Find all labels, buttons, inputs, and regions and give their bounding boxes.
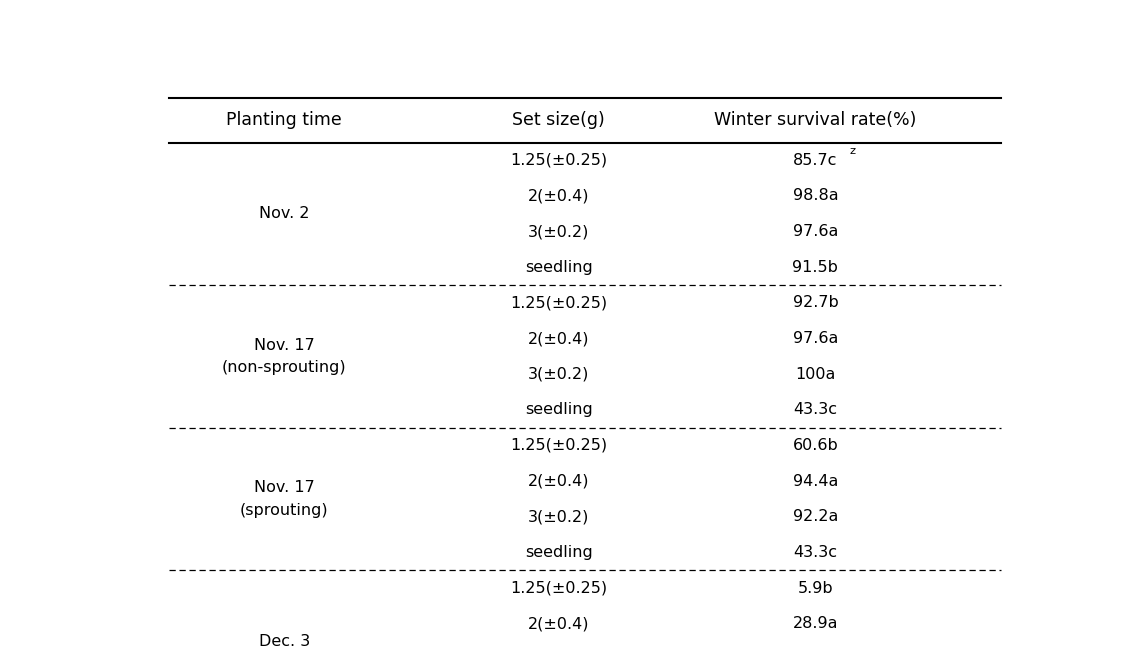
Text: 5.9b: 5.9b <box>797 580 834 595</box>
Text: 3(±0.2): 3(±0.2) <box>528 366 589 381</box>
Text: 92.7b: 92.7b <box>793 295 838 310</box>
Text: 2(±0.4): 2(±0.4) <box>528 188 589 203</box>
Text: 98.8a: 98.8a <box>793 188 838 203</box>
Text: seedling: seedling <box>525 545 593 560</box>
Text: 3(±0.2): 3(±0.2) <box>528 224 589 239</box>
Text: 2(±0.4): 2(±0.4) <box>528 473 589 488</box>
Text: Nov. 17
(sprouting): Nov. 17 (sprouting) <box>240 481 329 518</box>
Text: Nov. 2: Nov. 2 <box>259 206 309 221</box>
Text: 100a: 100a <box>795 366 836 381</box>
Text: 94.4a: 94.4a <box>793 473 838 488</box>
Text: Planting time: Planting time <box>226 111 343 129</box>
Text: 1.25(±0.25): 1.25(±0.25) <box>510 580 608 595</box>
Text: Winter survival rate(%): Winter survival rate(%) <box>714 111 917 129</box>
Text: Nov. 17
(non-sprouting): Nov. 17 (non-sprouting) <box>222 338 347 375</box>
Text: 97.6a: 97.6a <box>793 331 838 346</box>
Text: 2(±0.4): 2(±0.4) <box>528 616 589 631</box>
Text: 85.7c: 85.7c <box>794 153 837 168</box>
Text: seedling: seedling <box>525 259 593 274</box>
Text: 2(±0.4): 2(±0.4) <box>528 331 589 346</box>
Text: 28.9a: 28.9a <box>793 616 838 631</box>
Text: 1.25(±0.25): 1.25(±0.25) <box>510 295 608 310</box>
Text: 3(±0.2): 3(±0.2) <box>528 509 589 524</box>
Text: z: z <box>849 146 855 156</box>
Text: 60.6b: 60.6b <box>793 438 838 453</box>
Text: 43.3c: 43.3c <box>794 402 837 417</box>
Text: 1.25(±0.25): 1.25(±0.25) <box>510 438 608 453</box>
Text: 43.3c: 43.3c <box>794 545 837 560</box>
Text: 1.25(±0.25): 1.25(±0.25) <box>510 153 608 168</box>
Text: 91.5b: 91.5b <box>793 259 838 274</box>
Text: 97.6a: 97.6a <box>793 224 838 239</box>
Text: seedling: seedling <box>525 402 593 417</box>
Text: 92.2a: 92.2a <box>793 509 838 524</box>
Text: Dec. 3: Dec. 3 <box>259 634 309 649</box>
Text: Set size(g): Set size(g) <box>513 111 605 129</box>
